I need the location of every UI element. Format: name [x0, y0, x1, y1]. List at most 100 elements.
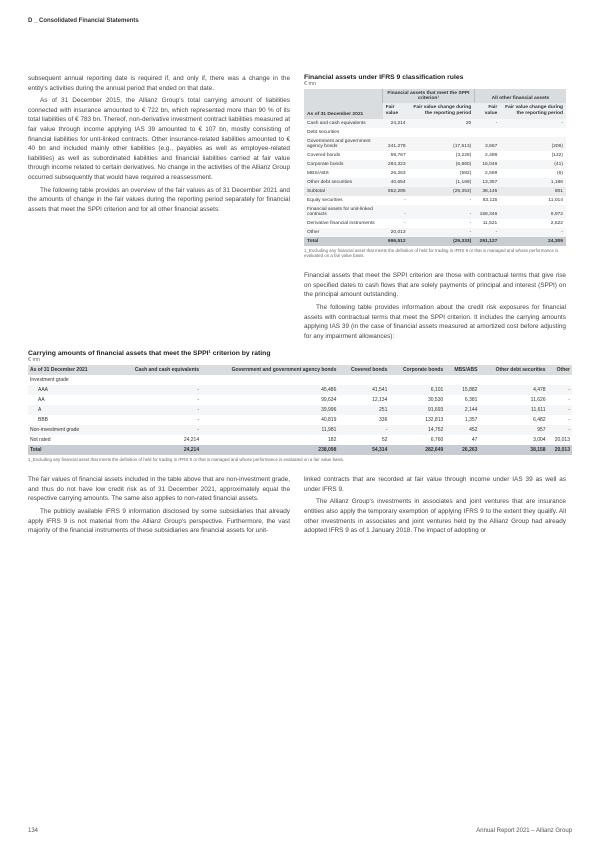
table2-c1: Cash and cash equivalents [115, 365, 201, 375]
row-label: Subtotal [304, 187, 383, 196]
mid-p1: Financial assets that meet the SPPI crit… [304, 271, 566, 300]
table2-c3: Covered bonds [338, 365, 389, 375]
table-cell: 284,323 [383, 160, 409, 169]
table-cell: 2,486 [474, 151, 500, 160]
table-cell: 59,767 [383, 151, 409, 160]
table-cell: 26,263 [445, 445, 479, 455]
table1-total-label: Total [304, 237, 383, 246]
table2-group-inv: Investment grade [28, 375, 572, 385]
table-row: Derivative financial instruments--11,521… [304, 219, 566, 228]
table-cell: 20,013 [383, 228, 409, 237]
table2-title: Carrying amounts of financial assets tha… [28, 350, 572, 357]
table-cell: (132) [500, 151, 566, 160]
table-cell: 15,882 [445, 385, 479, 395]
bl-p1: The fair values of financial assets incl… [28, 475, 290, 504]
table-cell: - [115, 385, 201, 395]
left-p2: As of 31 December 2015, the Allianz Grou… [28, 96, 290, 182]
table-cell: 1,186 [500, 178, 566, 187]
table-cell: 45,486 [201, 385, 338, 395]
table-cell: 3,667 [474, 137, 500, 151]
row-label: Debt securities [304, 128, 383, 137]
table-cell: 47 [445, 435, 479, 445]
table2-c2: Government and government agency bonds [201, 365, 338, 375]
table-cell: 11,626 [479, 395, 547, 405]
table-cell: 20 [409, 119, 475, 128]
row-label: Derivative financial instruments [304, 219, 383, 228]
table-cell: (582) [409, 169, 475, 178]
row-label: Financial assets for unit-linked contrac… [304, 205, 383, 219]
table-cell: 4,478 [479, 385, 547, 395]
bottom-right-block: linked contracts that are recorded at fa… [304, 475, 566, 539]
table1-col-ch-b: Fair value change during the reporting p… [500, 103, 566, 119]
table-cell: (6,860) [409, 160, 475, 169]
table1-asof: As of 31 December 2021 [304, 89, 383, 119]
table-cell: 41,541 [338, 385, 389, 395]
table-cell: 40,819 [201, 415, 338, 425]
table-cell: 6,760 [389, 435, 445, 445]
table2-footnote: 1_Excluding any financial asset that mee… [28, 457, 572, 463]
table1-total-ach: (29,333) [409, 237, 475, 246]
table-cell [500, 128, 566, 137]
table-cell: (206) [500, 137, 566, 151]
table-cell: - [500, 119, 566, 128]
row-label: Cash and cash equivalents [304, 119, 383, 128]
table-cell: 13,357 [474, 178, 500, 187]
table-cell: (17,513) [409, 137, 475, 151]
table-cell: - [115, 405, 201, 415]
page-section-header: D _ Consolidated Financial Statements [28, 18, 572, 24]
mid-p2: The following table provides information… [304, 303, 566, 341]
table-cell: 11,611 [479, 405, 547, 415]
table-cell: - [409, 196, 475, 205]
table1-total-bfv: 291,127 [474, 237, 500, 246]
table-cell: - [115, 415, 201, 425]
table2-unit: € mn [28, 357, 572, 363]
table-cell: 801 [500, 187, 566, 196]
row-label: Equity securities [304, 196, 383, 205]
table-cell: 38,158 [479, 445, 547, 455]
table-cell: 24,214 [115, 435, 201, 445]
row-label: Other debt securities [304, 178, 383, 187]
table-row: AAA-45,48641,5416,10115,8824,478- [28, 385, 572, 395]
row-label: A [28, 405, 115, 415]
table-cell: 6,482 [479, 415, 547, 425]
table2-total-label: Total [28, 445, 115, 455]
table-row: AA-99,63412,13430,5306,38111,626- [28, 395, 572, 405]
table-cell: 11,981 [201, 425, 338, 435]
table-cell: 251 [338, 405, 389, 415]
table-cell: - [409, 219, 475, 228]
table-cell: - [383, 196, 409, 205]
table-cell: 52 [338, 435, 389, 445]
table-cell: 14,752 [389, 425, 445, 435]
table2-c5: MBS/ABS [445, 365, 479, 375]
table-cell: 2,589 [474, 169, 500, 178]
table-cell: 99,634 [201, 395, 338, 405]
table-cell: 132,813 [389, 415, 445, 425]
table1-group-b: All other financial assets [474, 89, 566, 103]
doc-title: Annual Report 2021 – Allianz Group [476, 828, 572, 834]
table-cell: 20,013 [548, 445, 572, 455]
table-row: Other debt securities40,654(1,169)13,357… [304, 178, 566, 187]
table-cell: 26,263 [383, 169, 409, 178]
row-label: AAA [28, 385, 115, 395]
table1-col-fv-b: Fair value [474, 103, 500, 119]
table-cell: 83,115 [474, 196, 500, 205]
table-cell: 241,278 [383, 137, 409, 151]
table-cell: 20,013 [548, 435, 572, 445]
table-cell: 182 [201, 435, 338, 445]
table-cell: - [500, 228, 566, 237]
table-cell: (3,229) [409, 151, 475, 160]
table-cell: 40,654 [383, 178, 409, 187]
table-cell: 16,046 [474, 160, 500, 169]
row-label: Other [304, 228, 383, 237]
table-row: A-39,99625191,6932,14411,611- [28, 405, 572, 415]
table-cell: 2,522 [500, 219, 566, 228]
table-cell: - [474, 228, 500, 237]
table1-title: Financial assets under IFRS 9 classifica… [304, 74, 566, 81]
row-label: Government and government agency bonds [304, 137, 383, 151]
table-row: Covered bonds59,767(3,229)2,486(132) [304, 151, 566, 160]
table-cell: 6,381 [445, 395, 479, 405]
bottom-left-block: The fair values of financial assets incl… [28, 475, 290, 539]
table-cell: 652,285 [383, 187, 409, 196]
table-cell [383, 128, 409, 137]
table1: As of 31 December 2021 Financial assets … [304, 89, 566, 246]
